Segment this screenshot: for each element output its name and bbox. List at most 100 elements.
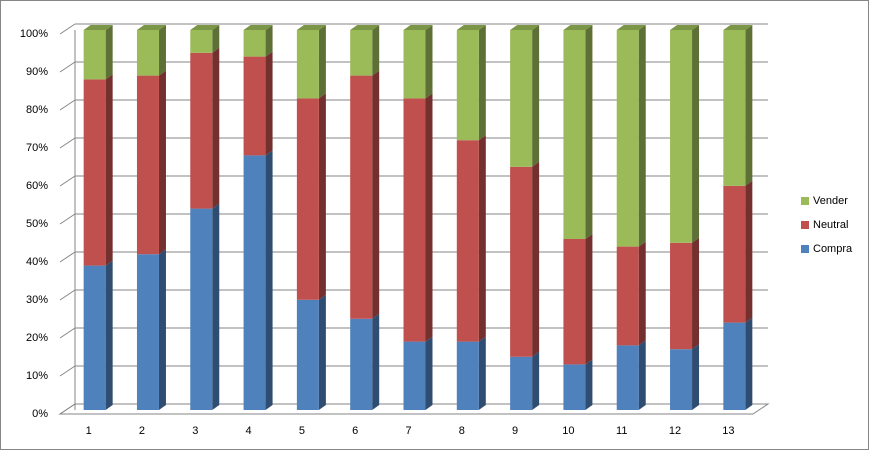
bar-side [638, 25, 646, 247]
bar [510, 356, 533, 410]
bar-side [692, 237, 700, 350]
bar [670, 349, 693, 410]
bar-top [616, 25, 646, 30]
bar-side [692, 25, 700, 243]
bar-side [425, 25, 433, 99]
bar [723, 322, 746, 410]
y-tick-label: 0% [32, 408, 48, 420]
bar [136, 75, 159, 255]
bar-side [158, 70, 166, 255]
grid-line [59, 99, 76, 111]
legend-swatch [801, 197, 809, 205]
bar [616, 345, 639, 410]
bar-side [425, 93, 433, 342]
grid-line [59, 61, 76, 73]
grid-line [59, 137, 76, 149]
bar-top [723, 25, 753, 30]
y-tick-label: 100% [20, 28, 48, 40]
x-tick-label: 2 [139, 425, 145, 437]
bar-side [105, 74, 113, 266]
bar-side [532, 351, 540, 410]
bar-side [638, 241, 646, 346]
grid-line [59, 251, 76, 263]
bar [723, 30, 746, 186]
bar-side [265, 25, 273, 57]
bar [510, 30, 533, 167]
bar-side [478, 336, 486, 410]
bar-top [403, 25, 433, 30]
bar [296, 30, 319, 99]
y-tick-label: 90% [26, 66, 48, 78]
bar-top [190, 25, 220, 30]
x-tick-label: 6 [352, 425, 358, 437]
legend-label: Vender [813, 195, 848, 207]
bar-side [318, 294, 326, 410]
bar [456, 140, 479, 342]
bar [350, 75, 373, 319]
bar-side [158, 25, 166, 76]
bar-side [318, 93, 326, 300]
bar-side [745, 25, 753, 186]
bar [616, 30, 639, 247]
bar-side [372, 313, 380, 410]
grid-line [59, 175, 76, 187]
bar [243, 155, 266, 410]
x-tick-label: 12 [669, 425, 681, 437]
x-tick-label: 13 [722, 425, 734, 437]
bar-side [585, 25, 593, 239]
grid-line [59, 23, 76, 35]
bar-side [158, 249, 166, 410]
grid-line [59, 289, 76, 301]
bar [563, 239, 586, 365]
bar-top [243, 25, 273, 30]
bar [723, 185, 746, 323]
bar [456, 30, 479, 141]
bar-side [105, 260, 113, 410]
bar [190, 30, 213, 53]
bar-top [456, 25, 486, 30]
bar [563, 30, 586, 239]
x-tick-label: 8 [459, 425, 465, 437]
bar [136, 254, 159, 410]
bar [83, 265, 106, 410]
bar-side [478, 25, 486, 141]
bar [190, 208, 213, 410]
bar [83, 30, 106, 80]
bar [510, 166, 533, 357]
bar-side [532, 25, 540, 167]
grid-line [59, 365, 76, 377]
bar [296, 98, 319, 300]
y-tick-label: 10% [26, 370, 48, 382]
bar [403, 98, 426, 342]
y-tick-label: 40% [26, 256, 48, 268]
bar-side [372, 25, 380, 76]
bar [136, 30, 159, 76]
bar [296, 299, 319, 410]
bar [243, 30, 266, 57]
x-tick-label: 10 [562, 425, 574, 437]
bar [616, 246, 639, 346]
bar [403, 30, 426, 99]
x-tick-label: 1 [86, 425, 92, 437]
bar-top [510, 25, 540, 30]
bar-side [585, 359, 593, 410]
bar-side [478, 135, 486, 342]
x-tick-label: 7 [405, 425, 411, 437]
bar [563, 364, 586, 410]
bar [403, 341, 426, 410]
bar-side [425, 336, 433, 410]
bar [243, 56, 266, 156]
bar [670, 30, 693, 243]
y-tick-label: 50% [26, 218, 48, 230]
bar-side [638, 340, 646, 410]
x-tick-label: 9 [512, 425, 518, 437]
bar-top [350, 25, 380, 30]
bar [83, 79, 106, 266]
bar-side [212, 47, 220, 209]
x-tick-label: 11 [616, 425, 627, 437]
grid-line [59, 213, 76, 225]
bar-top [296, 25, 326, 30]
x-tick-label: 3 [192, 425, 198, 437]
bar-side [745, 180, 753, 323]
